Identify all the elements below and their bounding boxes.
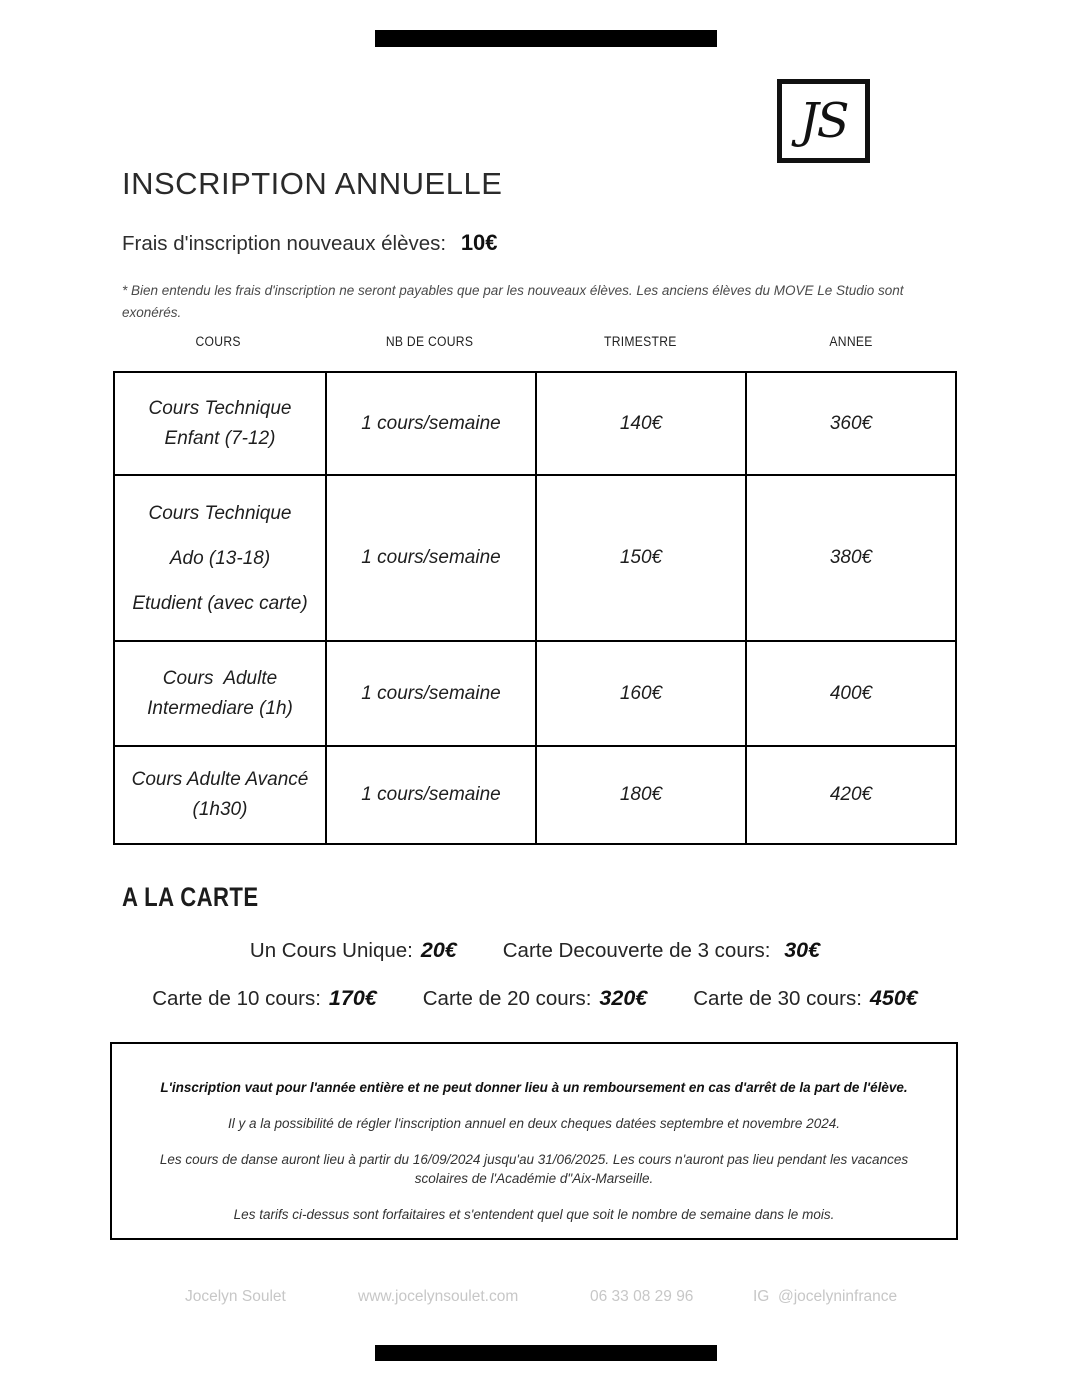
cell-text: Cours Technique Enfant (7-12): [148, 397, 292, 449]
carte-label: Carte Decouverte de 3 cours:: [502, 939, 777, 962]
cell-nb-cours: 1 cours/semaine: [325, 642, 535, 745]
carte-price: 20€: [420, 938, 457, 962]
terms-box: L'inscription vaut pour l'année entière …: [110, 1042, 958, 1240]
cell-text: 380€: [829, 547, 873, 568]
carte-label: Un Cours Unique:: [249, 939, 413, 962]
registration-fee-line: Frais d'inscription nouveaux élèves: 10€: [122, 230, 498, 256]
cell-trimestre: 150€: [535, 476, 745, 640]
bottom-accent-bar: [375, 1345, 717, 1361]
carte-price: 170€: [328, 986, 377, 1010]
top-accent-bar: [375, 30, 717, 47]
cell-text: 1 cours/semaine: [361, 412, 501, 434]
cell-nb-cours: 1 cours/semaine: [325, 747, 535, 843]
cell-annee: 420€: [745, 747, 955, 843]
carte-price-line-2: Carte de 10 cours: 170€ Carte de 20 cours:…: [63, 986, 1007, 1011]
cell-trimestre: 160€: [535, 642, 745, 745]
cell-text: 1 cours/semaine: [361, 682, 501, 704]
a-la-carte-heading-text: A LA CARTE: [122, 882, 259, 912]
carte-price: 30€: [784, 938, 821, 962]
cell-text: 140€: [619, 412, 663, 434]
cell-course: Cours Technique Ado (13-18) Etudient (av…: [115, 476, 325, 640]
cell-annee: 380€: [745, 476, 955, 640]
logo-box: JS: [777, 79, 870, 163]
cell-course: Cours Technique Enfant (7-12): [115, 373, 325, 474]
cell-nb-cours: 1 cours/semaine: [325, 373, 535, 474]
terms-paragraph-3: Les cours de danse auront lieu à partir …: [159, 1152, 909, 1186]
cell-text: Cours Technique Ado (13-18) Etudient (av…: [132, 502, 308, 614]
pricing-table: Cours Technique Enfant (7-12) 1 cours/se…: [113, 371, 957, 845]
carte-price: 320€: [599, 986, 648, 1010]
column-header-annee: ANNEE: [829, 334, 874, 349]
a-la-carte-heading: A LA CARTE: [122, 882, 289, 913]
cell-text: 360€: [829, 412, 873, 434]
cell-text: 180€: [619, 784, 663, 805]
cell-annee: 360€: [745, 373, 955, 474]
cell-text: 160€: [619, 682, 663, 704]
table-header-row: COURS NB DE COURS TRIMESTRE ANNEE: [113, 334, 957, 349]
carte-label: Carte de 10 cours:: [152, 987, 321, 1010]
column-header-nb-de-cours: NB DE COURS: [385, 334, 474, 349]
terms-paragraph-4: Les tarifs ci-dessus sont forfaitaires e…: [233, 1207, 835, 1222]
footer-instagram: IG @jocelyninfrance: [753, 1288, 898, 1305]
cell-trimestre: 180€: [535, 747, 745, 843]
cell-trimestre: 140€: [535, 373, 745, 474]
cell-course: Cours Adulte Avancé (1h30): [115, 747, 325, 843]
table-row: Cours Adulte Avancé (1h30) 1 cours/semai…: [115, 745, 955, 843]
carte-label: Carte de 30 cours:: [693, 987, 862, 1010]
cell-nb-cours: 1 cours/semaine: [325, 476, 535, 640]
logo-text: JS: [799, 93, 849, 149]
column-header-cours: COURS: [195, 334, 242, 349]
carte-price-line-1: Un Cours Unique: 20€ Carte Decouverte de 3…: [63, 938, 1007, 963]
cell-text: 1 cours/semaine: [361, 547, 501, 568]
column-header-trimestre: TRIMESTRE: [604, 334, 677, 349]
footer: Jocelyn Soulet www.jocelynsoulet.com 06 …: [0, 1288, 1067, 1308]
footer-phone: 06 33 08 29 96: [590, 1288, 694, 1305]
table-row: Cours Technique Ado (13-18) Etudient (av…: [115, 474, 955, 640]
cell-text: 150€: [619, 547, 663, 568]
cell-text: 1 cours/semaine: [361, 784, 501, 805]
cell-text: Cours Adulte Intermediare (1h): [147, 667, 293, 719]
cell-annee: 400€: [745, 642, 955, 745]
terms-paragraph-1: L'inscription vaut pour l'année entière …: [160, 1080, 908, 1095]
table-row: Cours Technique Enfant (7-12) 1 cours/se…: [115, 373, 955, 474]
registration-fee-note: * Bien entendu les frais d'inscription n…: [122, 283, 904, 321]
carte-label: Carte de 20 cours:: [422, 987, 592, 1010]
footer-name: Jocelyn Soulet: [185, 1288, 286, 1305]
cell-text: Cours Adulte Avancé (1h30): [131, 769, 309, 820]
table-row: Cours Adulte Intermediare (1h) 1 cours/s…: [115, 640, 955, 745]
cell-text: 420€: [829, 784, 873, 805]
carte-price: 450€: [869, 986, 918, 1010]
registration-fee-value: 10€: [460, 230, 498, 255]
page-title: INSCRIPTION ANNUELLE: [122, 166, 503, 201]
terms-paragraph-2: Il y a la possibilité de régler l'inscri…: [228, 1116, 840, 1131]
cell-course: Cours Adulte Intermediare (1h): [115, 642, 325, 745]
registration-fee-label: Frais d'inscription nouveaux élèves:: [122, 232, 447, 255]
cell-text: 400€: [829, 682, 873, 704]
footer-website: www.jocelynsoulet.com: [358, 1288, 519, 1305]
